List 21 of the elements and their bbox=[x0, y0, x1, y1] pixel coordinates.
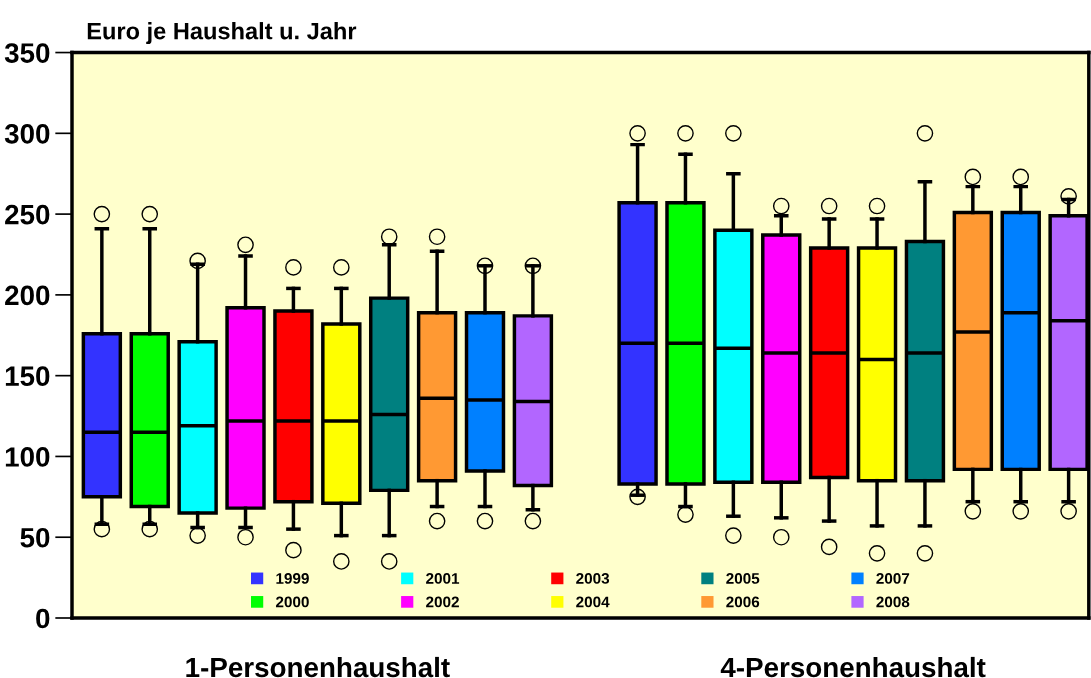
y-tick-label: 250 bbox=[5, 204, 50, 225]
legend-label: 2002 bbox=[426, 596, 459, 608]
legend-label: 2005 bbox=[726, 573, 760, 584]
legend-label: 2008 bbox=[876, 596, 910, 608]
legend-label: 2007 bbox=[876, 573, 910, 584]
y-tick-label: 100 bbox=[5, 447, 50, 467]
y-tick-label: 0 bbox=[36, 608, 50, 629]
y-tick-label: 300 bbox=[4, 123, 50, 144]
y-tick-label: 50 bbox=[20, 527, 50, 548]
legend-label: 2006 bbox=[726, 596, 760, 608]
legend-label: 2003 bbox=[576, 573, 610, 584]
legend-label: 2000 bbox=[275, 596, 309, 608]
y-tick-label: 200 bbox=[5, 285, 50, 306]
x-tick-label: 4-Personenhaushalt bbox=[720, 656, 986, 678]
legend-label: 1999 bbox=[276, 573, 309, 584]
x-tick-label: 1-Personenhaushalt bbox=[186, 656, 450, 678]
legend-label: 2001 bbox=[426, 573, 460, 584]
y-tick-label: 150 bbox=[5, 366, 50, 386]
y-tick-label: 350 bbox=[4, 43, 50, 63]
legend-label: 2004 bbox=[576, 596, 610, 608]
y-axis-title: Euro je Haushalt u. Jahr bbox=[87, 22, 357, 45]
